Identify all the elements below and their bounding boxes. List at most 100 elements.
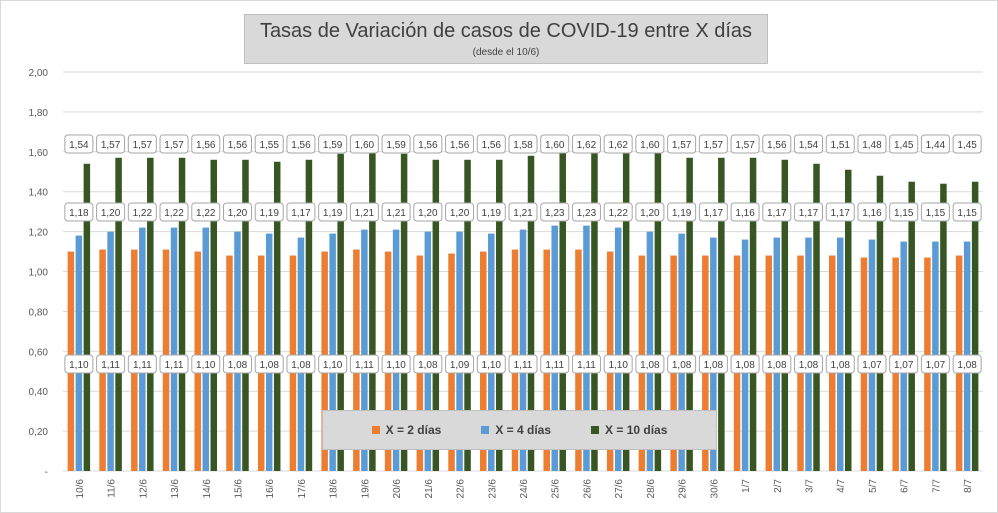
data-label: 1,56	[196, 140, 216, 151]
bar	[265, 233, 273, 471]
x-tick-label: 6/7	[900, 479, 911, 493]
x-tick-label: 5/7	[868, 479, 879, 493]
x-tick-label: 26/6	[582, 479, 593, 499]
data-label: 1,57	[704, 140, 724, 151]
data-label: 1,57	[164, 140, 184, 151]
bar	[781, 159, 789, 471]
data-label-box	[476, 134, 506, 154]
bar	[591, 147, 598, 471]
bar	[75, 235, 83, 471]
data-label: 1,56	[767, 140, 787, 151]
data-label: 1,45	[894, 140, 914, 151]
data-label-box	[920, 202, 950, 222]
data-label-box	[540, 202, 570, 222]
x-tick-label: 12/6	[138, 479, 149, 499]
bar	[583, 225, 590, 471]
data-label-box	[127, 134, 157, 154]
data-label-box	[508, 354, 538, 374]
data-label-box	[889, 354, 919, 374]
data-label-box	[159, 134, 189, 154]
data-label-box	[318, 202, 348, 222]
bar	[559, 151, 566, 472]
data-label-box	[159, 354, 189, 374]
data-label: 1,19	[259, 208, 279, 219]
data-label-box	[96, 202, 126, 222]
data-label-box	[635, 202, 665, 222]
data-label-box	[254, 354, 284, 374]
data-label: 1,54	[799, 140, 819, 151]
bar	[646, 231, 654, 471]
data-label-box	[571, 202, 601, 222]
data-label-box	[286, 134, 316, 154]
bar	[178, 157, 186, 471]
data-label: 1,57	[101, 140, 121, 151]
legend-swatch-green	[591, 426, 600, 434]
x-tick-label: 14/6	[202, 479, 213, 499]
data-label-box	[667, 134, 697, 154]
data-label: 1,08	[259, 360, 279, 371]
data-label: 1,08	[767, 360, 787, 371]
data-label: 1,10	[69, 360, 89, 371]
bar	[622, 147, 630, 471]
data-label: 1,22	[164, 208, 184, 219]
data-label-box	[64, 134, 94, 154]
data-label-box	[508, 134, 538, 154]
x-tick-label: 28/6	[646, 479, 657, 499]
data-label-box	[794, 202, 824, 222]
data-label-box	[698, 202, 728, 222]
bar	[147, 157, 154, 471]
data-label: 1,17	[291, 208, 311, 219]
data-label: 1,08	[735, 360, 755, 371]
data-label: 1,51	[831, 140, 851, 151]
legend-item-x10: X = 10 días	[591, 423, 667, 437]
bar	[836, 237, 844, 471]
data-label-box	[96, 134, 126, 154]
data-label-box	[540, 134, 570, 154]
bar	[369, 151, 376, 472]
data-label-box	[349, 202, 379, 222]
data-label-box	[286, 354, 316, 374]
data-label-box	[413, 134, 443, 154]
data-label-box	[635, 354, 665, 374]
data-label: 1,56	[450, 140, 470, 151]
data-label: 1,10	[323, 360, 343, 371]
data-label-box	[222, 354, 252, 374]
data-label: 1,57	[735, 140, 755, 151]
data-label-box	[920, 134, 950, 154]
data-label: 1,45	[957, 140, 977, 151]
data-label-box	[635, 134, 665, 154]
y-axis-ticks: - 0,20 0,40 0,60 0,80 1,00 1,20 1,40 1,60 1,80 2,0…	[29, 68, 49, 478]
x-tick-label: 1/7	[741, 479, 752, 493]
y-tick-label: 0,60	[29, 347, 49, 358]
data-label-box	[476, 354, 506, 374]
x-tick-label: 3/7	[805, 479, 816, 493]
data-label-box	[413, 202, 443, 222]
data-label: 1,17	[704, 208, 724, 219]
data-label-box	[381, 134, 411, 154]
x-tick-label: 24/6	[519, 479, 530, 499]
bar	[940, 183, 947, 471]
data-label: 1,11	[133, 360, 152, 371]
bar	[361, 229, 368, 471]
data-label-box	[96, 354, 126, 374]
x-tick-label: 29/6	[678, 479, 689, 499]
x-tick-label: 13/6	[170, 479, 181, 499]
x-tick-label: 30/6	[709, 479, 720, 499]
data-label-box	[952, 202, 982, 222]
data-label: 1,10	[196, 360, 216, 371]
data-label: 1,20	[418, 208, 438, 219]
bars	[67, 147, 979, 472]
y-tick-label: 1,40	[29, 188, 49, 199]
data-label: 1,16	[735, 208, 755, 219]
data-label-box	[857, 354, 887, 374]
legend-item-x2: X = 2 días	[371, 423, 442, 437]
data-label: 1,11	[514, 360, 533, 371]
data-label: 1,08	[799, 360, 819, 371]
data-label: 1,11	[545, 360, 564, 371]
data-label: 1,11	[165, 360, 184, 371]
data-label: 1,10	[482, 360, 502, 371]
bar	[400, 153, 408, 472]
legend-label: X = 2 días	[385, 423, 442, 437]
bar	[273, 161, 281, 471]
data-label-box	[889, 134, 919, 154]
